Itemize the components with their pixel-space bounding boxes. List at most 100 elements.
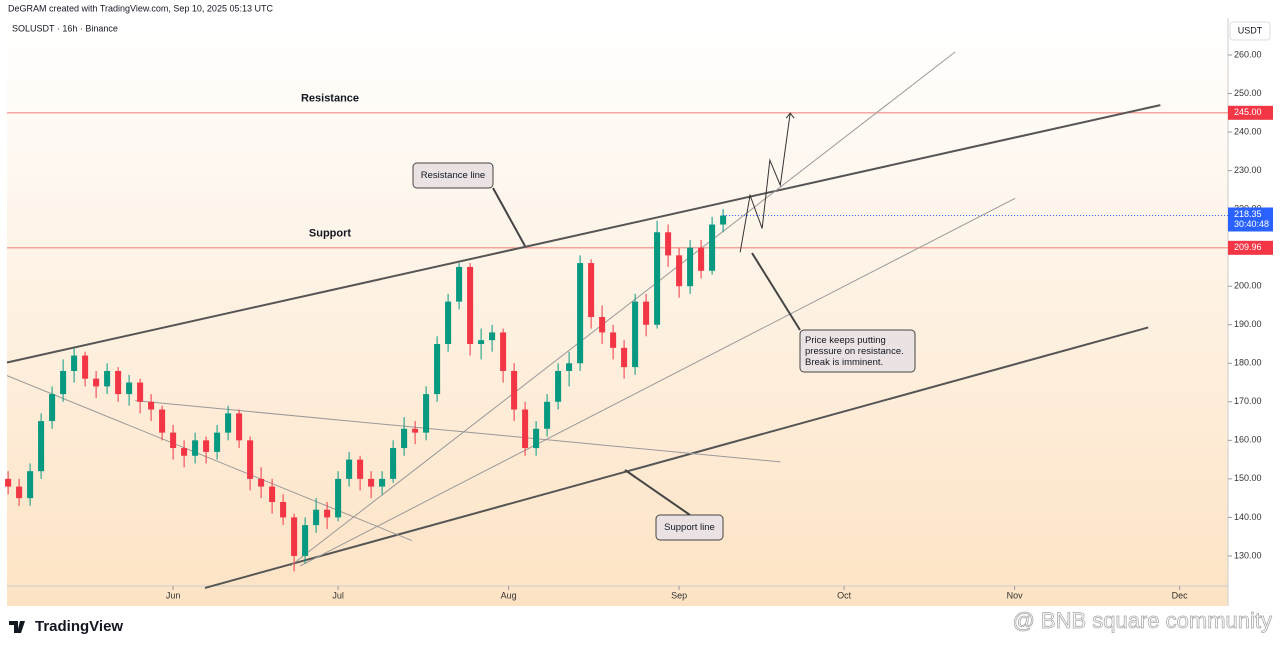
candle-body — [93, 378, 100, 387]
candle-body — [621, 347, 628, 368]
candle-body — [302, 525, 309, 556]
level-tag-label: 245.00 — [1234, 107, 1262, 117]
level-tag — [1228, 240, 1273, 255]
candle-body — [159, 409, 166, 433]
level-tag — [1228, 105, 1273, 120]
callout-text: Resistance line — [420, 170, 486, 181]
candle-body — [555, 370, 562, 402]
candle-body — [192, 440, 199, 456]
y-tick-label: 250.00 — [1234, 88, 1262, 98]
candle-body — [676, 255, 683, 287]
candle-body — [313, 509, 320, 526]
candle-body — [423, 394, 430, 433]
brand-logo — [9, 621, 25, 633]
level-name: Support — [309, 228, 351, 240]
candle-body — [720, 215, 727, 225]
candle-body — [269, 486, 276, 502]
candle-body — [148, 401, 155, 410]
candle-body — [588, 263, 595, 318]
callout-text: Price keeps putting pressure on resistan… — [805, 334, 904, 368]
callout-frame: Resistance line — [420, 170, 486, 181]
callout-pointer — [751, 252, 801, 331]
callout-frame: Support line — [664, 522, 715, 533]
candle-body — [181, 448, 188, 456]
y-tick-label: 140.00 — [1234, 512, 1262, 522]
level-name: Resistance — [301, 93, 359, 105]
candle-body — [379, 478, 386, 487]
candle-body — [247, 440, 254, 479]
callout-frame: Price keeps putting pressure on resistan… — [805, 334, 904, 368]
candle-body — [5, 478, 12, 487]
candle-body — [27, 471, 34, 499]
candle-body — [467, 266, 474, 345]
x-tick-label: Jun — [166, 590, 181, 600]
candle-body — [401, 428, 408, 449]
candle-body — [324, 509, 331, 518]
candle-body — [104, 370, 111, 387]
trendline — [6, 104, 1161, 364]
callout-box — [412, 162, 494, 189]
candle-body — [445, 301, 452, 345]
y-tick-label: 160.00 — [1234, 435, 1262, 445]
candle-body — [456, 266, 463, 302]
x-tick-label: Aug — [501, 590, 517, 600]
callout-pointer — [492, 187, 526, 247]
candle-body — [335, 478, 342, 518]
candle-body — [126, 382, 133, 395]
candle-body — [368, 478, 375, 487]
y-tick-label: 170.00 — [1234, 396, 1262, 406]
candle-body — [698, 247, 705, 271]
candle-body — [632, 301, 639, 368]
candle-body — [610, 332, 617, 348]
trendline — [135, 400, 781, 463]
trendline — [289, 51, 956, 567]
candle-body — [412, 428, 419, 433]
last-price: 218.35 — [1234, 209, 1262, 219]
y-tick-label: 240.00 — [1234, 126, 1262, 136]
trendline — [299, 197, 1016, 567]
candle-body — [258, 478, 265, 487]
candle-body — [478, 340, 485, 345]
y-tick-label: 130.00 — [1234, 550, 1262, 560]
header: DeGRAM created with TradingView.com, Sep… — [8, 3, 273, 13]
x-tick-label: Oct — [837, 590, 852, 600]
projection — [739, 113, 791, 253]
y-tick-label: 260.00 — [1234, 49, 1262, 59]
countdown: 30:40:48 — [1234, 219, 1269, 229]
candle-body — [60, 370, 67, 395]
level-tag-label: 209.96 — [1234, 242, 1262, 252]
candle-body — [522, 409, 529, 449]
currency-box — [1229, 21, 1271, 41]
x-tick-label: Dec — [1172, 590, 1189, 600]
candle-body — [16, 486, 23, 499]
candle-body — [544, 401, 551, 429]
candle-body — [82, 355, 89, 379]
trendline — [204, 326, 1149, 589]
y-tick-label: 180.00 — [1234, 358, 1262, 368]
candle-body — [71, 355, 78, 371]
candle-body — [599, 317, 606, 333]
last-price-tag — [1228, 207, 1273, 232]
callout-text: Support line — [664, 522, 715, 533]
trendline — [6, 375, 412, 541]
candle-body — [665, 232, 672, 256]
candle-body — [357, 459, 364, 479]
callout-box — [655, 514, 724, 541]
candle-body — [280, 501, 287, 518]
candle-body — [489, 332, 496, 341]
candle-body — [533, 428, 540, 449]
y-tick-label: 230.00 — [1234, 165, 1262, 175]
candle-body — [49, 394, 56, 422]
y-tick-label: 190.00 — [1234, 319, 1262, 329]
candle-body — [500, 332, 507, 371]
candle-body — [203, 440, 210, 452]
candle-body — [291, 517, 298, 556]
candle-body — [709, 224, 716, 271]
candle-body — [566, 363, 573, 371]
y-tick-label: 200.00 — [1234, 281, 1262, 291]
candle-body — [214, 432, 221, 452]
candle-body — [434, 344, 441, 395]
candle-body — [390, 448, 397, 479]
candle-body — [346, 459, 353, 479]
